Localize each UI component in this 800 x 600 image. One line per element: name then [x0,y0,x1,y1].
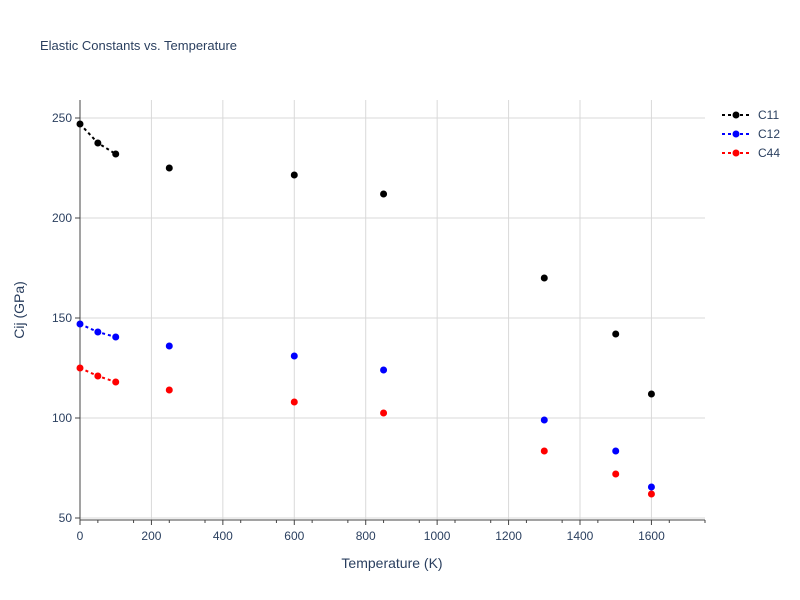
data-point-c44[interactable] [112,378,120,386]
y-axis-title: Cij (GPa) [11,281,27,339]
x-tick-label: 1200 [495,529,522,543]
data-point-c12[interactable] [94,328,102,336]
data-point-c11[interactable] [612,330,620,338]
data-point-c11[interactable] [540,274,548,282]
y-tick-label: 50 [59,511,73,525]
data-point-c44[interactable] [94,372,102,380]
data-point-c44[interactable] [647,490,655,498]
data-point-c11[interactable] [76,120,84,128]
data-point-c12[interactable] [612,447,620,455]
legend-item-c12[interactable]: C12 [722,127,780,141]
data-point-c11[interactable] [165,164,173,172]
plot-area [76,120,655,498]
x-tick-label: 1000 [424,529,451,543]
data-point-c11[interactable] [290,171,298,179]
x-axis-title: Temperature (K) [341,555,442,571]
data-point-c44[interactable] [76,364,84,372]
data-point-c44[interactable] [290,398,298,406]
x-tick-label: 0 [77,529,84,543]
chart-title: Elastic Constants vs. Temperature [40,38,237,53]
data-point-c11[interactable] [647,390,655,398]
axes: 0 200 400 600 800 1000 1200 1400 1600 50 100 150 200… [52,100,706,543]
x-tick-label: 1600 [638,529,665,543]
x-tick-label: 400 [213,529,233,543]
data-point-c12[interactable] [112,333,120,341]
legend-marker [732,130,740,138]
data-point-c12[interactable] [76,320,84,328]
data-point-c11[interactable] [94,139,102,147]
legend-label: C11 [758,108,779,122]
data-point-c12[interactable] [380,366,388,374]
data-point-c11[interactable] [380,190,388,198]
x-tick-label: 600 [284,529,304,543]
legend[interactable]: C11 C12 C44 [722,108,780,160]
data-point-c44[interactable] [165,386,173,394]
legend-marker [732,149,740,157]
x-tick-label: 800 [356,529,376,543]
legend-item-c11[interactable]: C11 [722,108,779,122]
x-tick-label: 1400 [567,529,594,543]
data-point-c44[interactable] [380,409,388,417]
data-point-c44[interactable] [612,470,620,478]
data-point-c12[interactable] [540,416,548,424]
data-point-c12[interactable] [165,342,173,350]
x-tick-label: 200 [141,529,161,543]
data-point-c44[interactable] [540,447,548,455]
data-point-c11[interactable] [112,150,120,158]
grid-lines [80,100,705,520]
y-tick-label: 250 [52,111,72,125]
data-point-c12[interactable] [647,483,655,491]
y-tick-label: 150 [52,311,72,325]
legend-label: C12 [758,127,780,141]
data-point-c12[interactable] [290,352,298,360]
legend-label: C44 [758,146,780,160]
series-line-c11 [79,123,117,155]
y-tick-label: 200 [52,211,72,225]
legend-marker [732,111,740,119]
legend-item-c44[interactable]: C44 [722,146,780,160]
y-tick-label: 100 [52,411,72,425]
